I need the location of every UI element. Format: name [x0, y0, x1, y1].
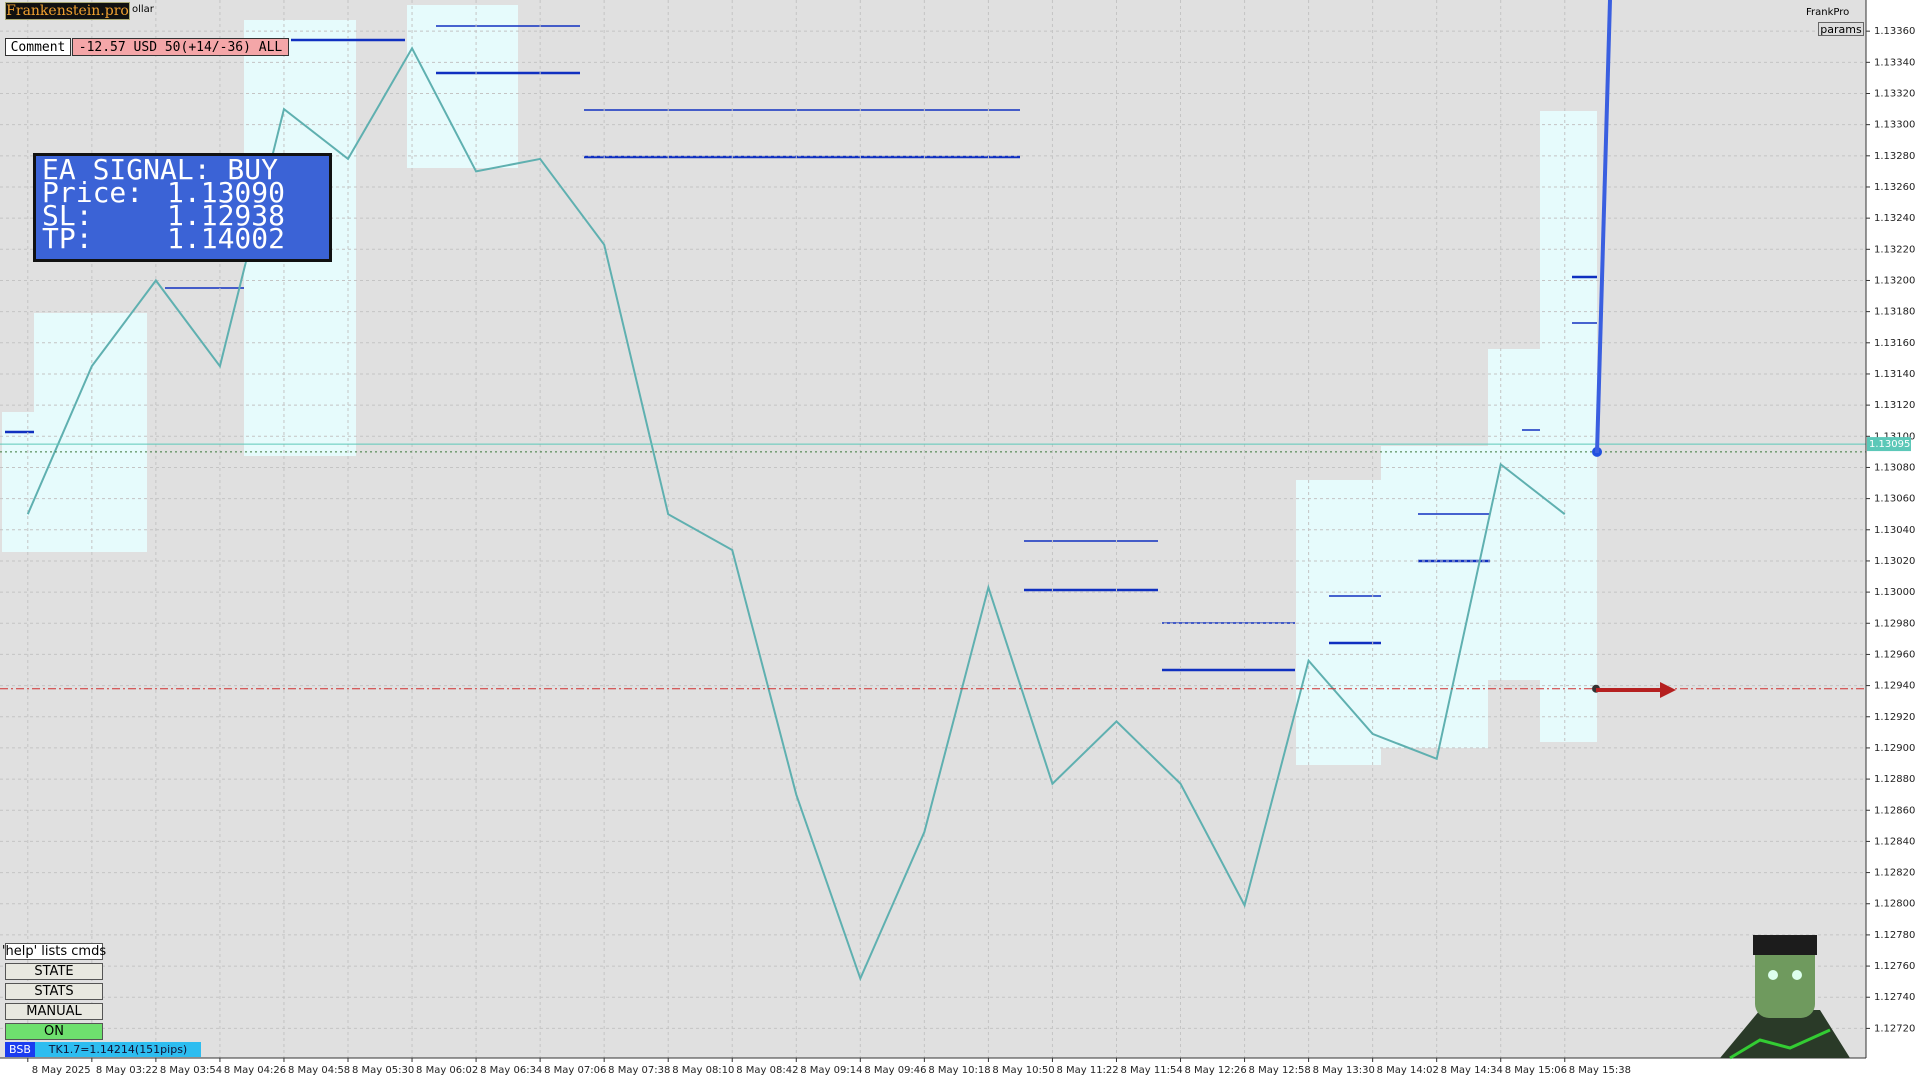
y-tick-label: 1.13100	[1874, 431, 1915, 442]
x-tick-label: 8 May 10:18	[928, 1065, 990, 1076]
on-button[interactable]: ON	[5, 1023, 103, 1040]
y-tick-label: 1.13280	[1874, 151, 1915, 162]
x-tick-label: 8 May 13:30	[1313, 1065, 1375, 1076]
zone	[1488, 349, 1540, 680]
y-tick-label: 1.12840	[1874, 836, 1915, 847]
y-tick-label: 1.12820	[1874, 868, 1915, 879]
brand: FrankPro	[1806, 7, 1850, 18]
y-tick-label: 1.13300	[1874, 120, 1915, 131]
signal-key: TP:	[42, 222, 93, 255]
signal-value: 1.13090	[167, 176, 286, 209]
params-button[interactable]: params	[1818, 22, 1864, 36]
y-tick-label: 1.13200	[1874, 275, 1915, 286]
status-text: TK1.7=1.14214(151pips)	[35, 1042, 201, 1057]
x-tick-label: 8 May 04:58	[288, 1065, 350, 1076]
y-tick-label: 1.12720	[1874, 1023, 1915, 1034]
y-tick-label: 1.12980	[1874, 618, 1915, 629]
y-tick-label: 1.12780	[1874, 930, 1915, 941]
y-tick-label: 1.13240	[1874, 213, 1915, 224]
zone	[2, 412, 34, 552]
y-tick-label: 1.12900	[1874, 743, 1915, 754]
x-tick-label: 8 May 07:06	[544, 1065, 606, 1076]
current-price-label: 1.13095	[1869, 439, 1910, 450]
y-tick-label: 1.13220	[1874, 244, 1915, 255]
logo: Frankenstein.pro	[5, 2, 130, 20]
state-button[interactable]: STATE	[5, 963, 103, 980]
x-tick-label: 8 May 03:22	[96, 1065, 158, 1076]
x-tick-label: 8 May 06:02	[416, 1065, 478, 1076]
y-tick-label: 1.13040	[1874, 525, 1915, 536]
y-tick-label: 1.13060	[1874, 494, 1915, 505]
zone	[1381, 446, 1488, 748]
x-tick-label: 8 May 06:34	[480, 1065, 542, 1076]
x-tick-label: 8 May 14:02	[1377, 1065, 1439, 1076]
y-tick-label: 1.12940	[1874, 681, 1915, 692]
comment-label: Comment	[5, 38, 71, 56]
y-tick-label: 1.13260	[1874, 182, 1915, 193]
x-tick-label: 8 May 05:30	[352, 1065, 414, 1076]
help-hint: 'help' lists cmds	[1, 943, 107, 960]
y-tick-label: 1.13360	[1874, 26, 1915, 37]
tp-projection	[1595, 0, 1612, 454]
y-tick-label: 1.12800	[1874, 899, 1915, 910]
y-tick-label: 1.12920	[1874, 712, 1915, 723]
y-tick-label: 1.13340	[1874, 57, 1915, 68]
y-tick-label: 1.13120	[1874, 400, 1915, 411]
symbol: ollar	[132, 4, 154, 15]
y-tick-label: 1.13000	[1874, 587, 1915, 598]
x-tick-label: 8 May 15:06	[1505, 1065, 1567, 1076]
manual-button[interactable]: MANUAL	[5, 1003, 103, 1020]
x-tick-label: 8 May 12:26	[1185, 1065, 1247, 1076]
y-tick-label: 1.12860	[1874, 805, 1915, 816]
y-tick-label: 1.13140	[1874, 369, 1915, 380]
y-tick-label: 1.13160	[1874, 338, 1915, 349]
y-tick-label: 1.13320	[1874, 88, 1915, 99]
x-tick-label: 8 May 09:14	[800, 1065, 862, 1076]
signal-panel: EA SIGNAL: BUY Price: 1.13090 SL: 1.12938 …	[33, 153, 332, 262]
x-tick-label: 8 May 08:10	[672, 1065, 734, 1076]
comment-value: -12.57 USD 50(+14/-36) ALL	[72, 38, 289, 56]
signal-value: 1.14002	[167, 222, 286, 255]
y-tick-label: 1.13180	[1874, 307, 1915, 318]
y-tick-label: 1.12880	[1874, 774, 1915, 785]
x-tick-label: 8 May 15:38	[1569, 1065, 1631, 1076]
price-line	[26, 46, 1566, 982]
x-tick-label: 8 May 09:46	[864, 1065, 926, 1076]
x-tick-label: 8 May 2025	[32, 1065, 91, 1076]
x-tick-label: 8 May 11:54	[1120, 1065, 1182, 1076]
stats-button[interactable]: STATS	[5, 983, 103, 1000]
x-tick-label: 8 May 12:58	[1249, 1065, 1311, 1076]
mascot	[1720, 935, 1850, 1060]
y-tick-label: 1.13080	[1874, 462, 1915, 473]
y-tick-label: 1.13020	[1874, 556, 1915, 567]
x-tick-label: 8 May 03:54	[160, 1065, 222, 1076]
x-tick-label: 8 May 08:42	[736, 1065, 798, 1076]
x-tick-label: 8 May 14:34	[1441, 1065, 1503, 1076]
current-price-tag	[1867, 437, 1911, 452]
signal-key: Price:	[42, 176, 144, 209]
x-tick-label: 8 May 07:38	[608, 1065, 670, 1076]
x-tick-label: 8 May 11:22	[1056, 1065, 1118, 1076]
y-tick-label: 1.12740	[1874, 992, 1915, 1003]
y-tick-label: 1.12960	[1874, 649, 1915, 660]
zone	[407, 5, 518, 168]
status-tag: BSB	[5, 1042, 35, 1057]
x-tick-label: 8 May 10:50	[992, 1065, 1054, 1076]
sl-arrowhead	[1660, 682, 1676, 698]
signal-value: 1.12938	[167, 199, 286, 232]
signal-title: EA SIGNAL: BUY	[42, 153, 279, 186]
zone	[34, 313, 147, 552]
x-tick-label: 8 May 04:26	[224, 1065, 286, 1076]
zone	[1540, 111, 1597, 742]
zone	[1296, 480, 1381, 765]
y-tick-label: 1.12760	[1874, 961, 1915, 972]
signal-key: SL:	[42, 199, 93, 232]
